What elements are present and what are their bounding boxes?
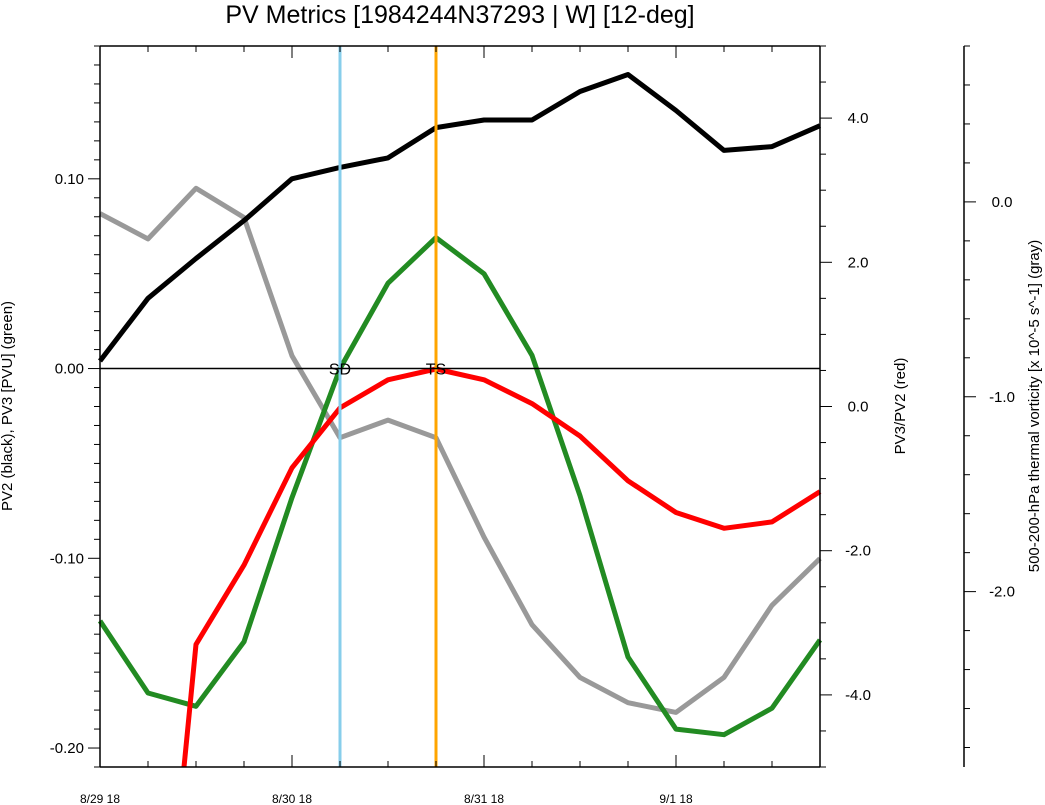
series-line xyxy=(97,235,823,738)
left-tick-label: 0.00 xyxy=(55,361,84,378)
series-line xyxy=(98,185,822,715)
marker-label: TS xyxy=(426,362,446,379)
far-right-tick-label: 0.0 xyxy=(992,194,1013,211)
series-line xyxy=(181,366,822,768)
left-tick-label: 0.10 xyxy=(55,171,84,188)
chart-title: PV Metrics [1984244N37293 | W] [12-deg] xyxy=(225,1,694,29)
series-layer xyxy=(97,72,823,768)
far-right-axis-label: 500-200-hPa thermal vorticity [x 10^-5 s… xyxy=(1026,240,1043,573)
marker-layer: SD TS xyxy=(329,46,446,767)
right-tick-label: -4.0 xyxy=(845,687,871,704)
x-tick-label: 8/29 18 xyxy=(80,792,120,805)
series-line xyxy=(98,72,821,363)
right-axis-label: PV3/PV2 (red) xyxy=(892,358,909,455)
right-tick-label: 2.0 xyxy=(848,254,869,271)
far-right-tick-label: -2.0 xyxy=(989,584,1015,601)
right-tick-label: 4.0 xyxy=(848,110,869,127)
x-tick-label: 9/1 18 xyxy=(659,792,693,805)
left-tick-label: -0.20 xyxy=(50,740,84,757)
x-tick-label: 8/31 18 xyxy=(464,792,504,805)
right-tick-label: -2.0 xyxy=(845,543,871,560)
left-axis-label: PV2 (black), PV3 [PVU] (green) xyxy=(0,301,16,511)
x-tick-label: 8/30 18 xyxy=(272,792,312,805)
marker-label: SD xyxy=(329,362,351,379)
axes-layer: 8/29 18 8/30 18 8/31 18 9/1 18 -0.20 -0.10 0.0… xyxy=(50,45,1015,805)
far-right-tick-label: -1.0 xyxy=(989,389,1015,406)
right-tick-label: 0.0 xyxy=(848,399,869,416)
left-tick-label: -0.10 xyxy=(50,550,84,567)
